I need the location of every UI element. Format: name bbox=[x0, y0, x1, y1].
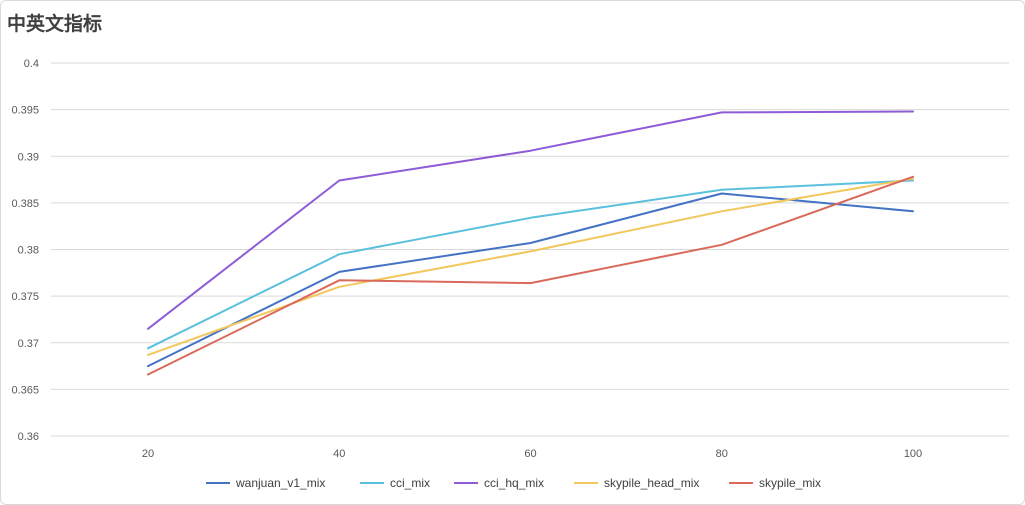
series-line-skypile_mix bbox=[147, 175, 914, 376]
x-axis-ticks: 20 40 60 80 100 bbox=[142, 448, 922, 460]
series-line-skypile_head_mix bbox=[147, 177, 914, 356]
legend-item-skypile_mix: skypile_mix bbox=[729, 476, 821, 490]
gridlines bbox=[51, 62, 1009, 437]
x-tick-label: 60 bbox=[524, 448, 536, 460]
x-tick-label: 40 bbox=[333, 448, 345, 460]
legend-label: cci_mix bbox=[390, 476, 430, 490]
legend-label: cci_hq_mix bbox=[484, 476, 544, 490]
y-tick-label: 0.395 bbox=[11, 105, 39, 117]
y-tick-label: 0.4 bbox=[24, 58, 39, 70]
legend-label: skypile_mix bbox=[759, 476, 821, 490]
y-tick-label: 0.385 bbox=[11, 198, 39, 210]
series-lines bbox=[147, 110, 914, 376]
x-tick-label: 20 bbox=[142, 448, 154, 460]
y-tick-label: 0.36 bbox=[18, 431, 39, 443]
x-tick-label: 100 bbox=[904, 448, 922, 460]
legend-item-skypile_head_mix: skypile_head_mix bbox=[574, 476, 699, 490]
y-tick-label: 0.39 bbox=[18, 151, 39, 163]
y-tick-label: 0.38 bbox=[18, 245, 39, 257]
legend-item-cci_hq_mix: cci_hq_mix bbox=[454, 476, 544, 490]
y-axis-ticks: 0.4 0.395 0.39 0.385 0.38 0.375 0.37 0.365 0.36 bbox=[11, 58, 39, 443]
legend-item-cci_mix: cci_mix bbox=[360, 476, 430, 490]
y-tick-label: 0.375 bbox=[11, 291, 39, 303]
legend-label: skypile_head_mix bbox=[604, 476, 699, 490]
y-tick-label: 0.365 bbox=[11, 384, 39, 396]
series-line-wanjuan_v1_mix bbox=[147, 192, 914, 368]
legend: wanjuan_v1_mix cci_mix cci_hq_mix skypile_h… bbox=[206, 476, 821, 490]
chart-title: 中英文指标 bbox=[7, 13, 103, 35]
legend-item-wanjuan_v1_mix: wanjuan_v1_mix bbox=[206, 476, 325, 490]
y-tick-label: 0.37 bbox=[18, 338, 39, 350]
series-line-cci_mix bbox=[147, 179, 914, 350]
x-tick-label: 80 bbox=[716, 448, 728, 460]
legend-label: wanjuan_v1_mix bbox=[235, 476, 325, 490]
